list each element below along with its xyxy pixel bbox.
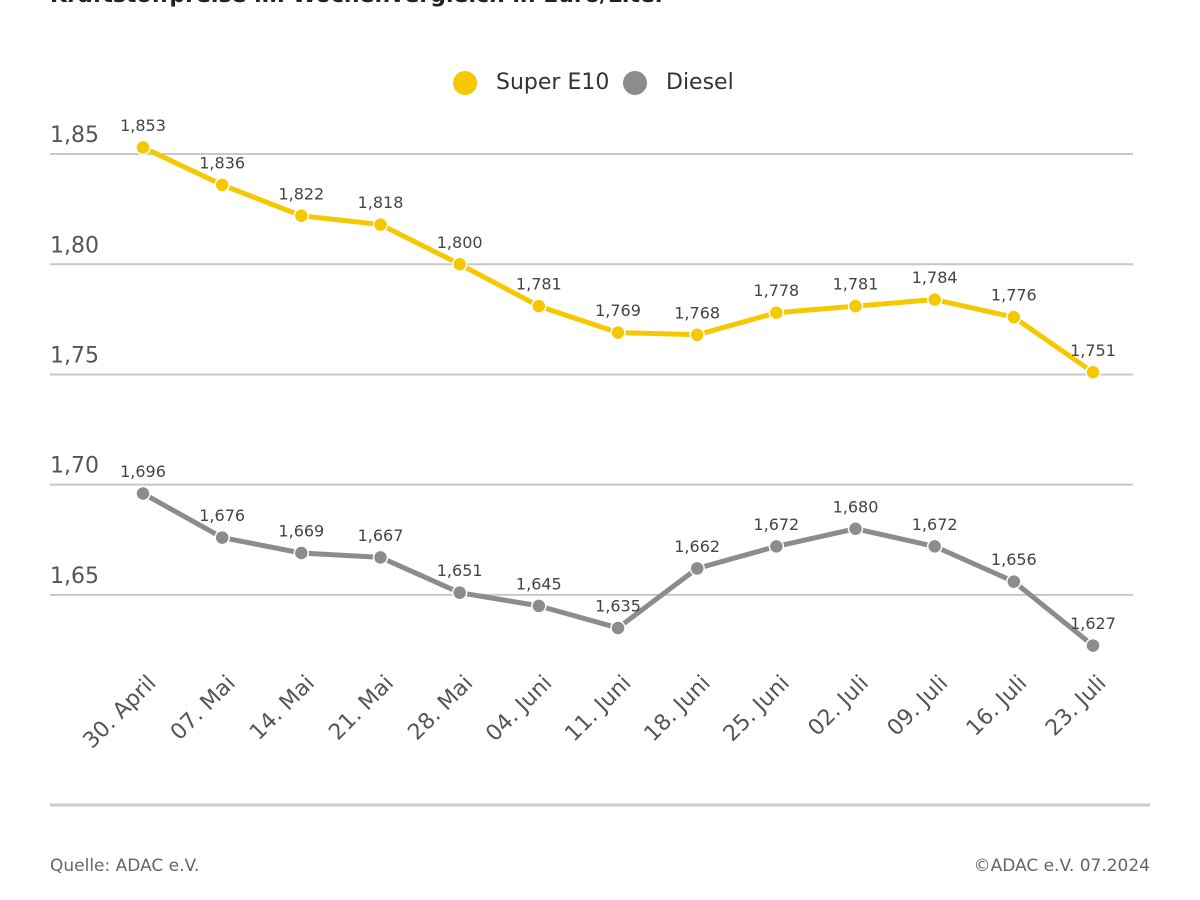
data-point [926,291,943,308]
x-tick-label: 09. Juli [883,671,953,741]
chart-title: Kraftstoffpreise im Wochenvergleich in E… [50,0,666,8]
value-label: 1,818 [358,193,404,212]
data-point [372,549,389,566]
data-point [689,560,705,577]
data-point [135,485,151,502]
value-label: 1,680 [833,497,879,516]
x-tick-label: 23. Juli [1041,671,1111,741]
data-point [847,521,864,537]
source: Quelle: ADAC e.V. [50,856,199,876]
value-label: 1,676 [199,506,245,525]
data-point [689,327,705,343]
data-point [1006,309,1022,325]
data-point [293,208,310,224]
value-label: 1,635 [595,596,641,615]
copyright: ©ADAC e.V. 07.2024 [974,856,1150,876]
data-point [610,620,626,636]
x-tick-label: 14. Mai [245,671,320,746]
value-label: 1,627 [1070,614,1116,633]
value-label: 1,645 [516,574,562,593]
data-point [768,538,785,555]
data-point [531,298,547,314]
value-label: 1,781 [833,275,879,294]
data-point [768,304,785,321]
y-tick-label: 1,75 [50,343,99,368]
data-point [1085,364,1101,381]
data-point [135,139,151,156]
value-label: 1,768 [674,303,720,322]
value-label: 1,778 [753,281,799,300]
data-point [531,598,547,614]
data-point [214,529,230,546]
value-label: 1,672 [912,515,958,534]
value-label: 1,651 [437,561,483,580]
data-point [847,298,864,314]
x-tick-label: 21. Mai [324,671,399,746]
value-label: 1,656 [991,550,1037,569]
value-label: 1,662 [674,537,720,556]
x-tick-label: 04. Juni [481,671,557,747]
legend-label: Diesel [666,70,734,95]
value-label: 1,853 [120,116,166,135]
value-label: 1,696 [120,462,166,481]
x-tick-label: 18. Juni [640,671,716,747]
data-point [926,538,943,555]
value-label: 1,822 [278,184,324,203]
x-tick-label: 28. Mai [404,671,479,746]
data-point [1006,573,1022,590]
value-label: 1,672 [753,515,799,534]
value-label: 1,836 [199,153,245,172]
value-label: 1,769 [595,301,641,320]
data-point [293,545,310,561]
value-label: 1,784 [912,268,958,287]
data-point [372,216,389,233]
y-tick-label: 1,85 [50,123,99,148]
x-tick-label: 16. Juli [962,671,1032,741]
data-point [610,324,626,341]
legend-marker [623,71,647,95]
x-tick-label: 11. Juni [560,671,636,747]
data-point [1085,637,1101,654]
data-point [214,177,230,193]
y-tick-label: 1,70 [50,454,99,479]
value-label: 1,669 [278,521,324,540]
x-tick-label: 02. Juli [804,671,874,741]
y-tick-label: 1,65 [50,564,99,589]
value-label: 1,751 [1070,341,1116,360]
x-tick-label: 30. April [79,671,162,754]
value-label: 1,776 [991,286,1037,305]
legend-marker [453,71,477,95]
x-tick-label: 25. Juni [719,671,795,747]
data-point [451,584,468,601]
value-label: 1,667 [358,526,404,545]
x-tick-label: 07. Mai [166,671,241,746]
value-label: 1,800 [437,233,483,252]
legend-label: Super E10 [496,70,609,95]
y-tick-label: 1,80 [50,233,99,258]
data-point [451,256,468,272]
value-label: 1,781 [516,275,562,294]
